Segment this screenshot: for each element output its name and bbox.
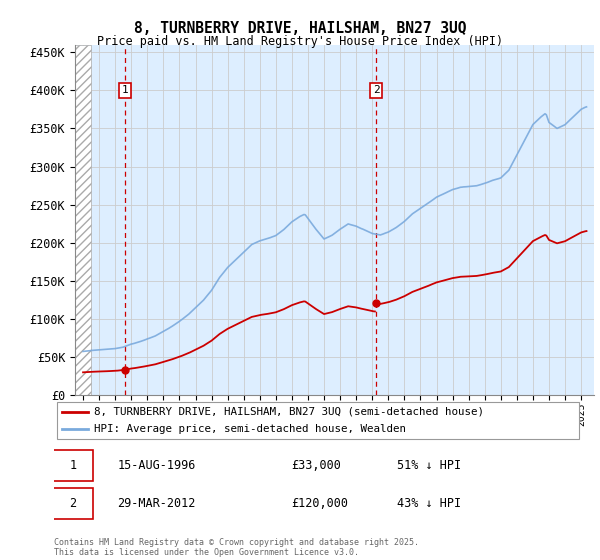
FancyBboxPatch shape — [56, 402, 580, 439]
Text: 2: 2 — [373, 86, 379, 95]
Text: 1: 1 — [122, 86, 128, 95]
Text: HPI: Average price, semi-detached house, Wealden: HPI: Average price, semi-detached house,… — [94, 424, 406, 435]
Bar — [75, 45, 91, 395]
Text: 15-AUG-1996: 15-AUG-1996 — [118, 459, 196, 473]
Text: 8, TURNBERRY DRIVE, HAILSHAM, BN27 3UQ (semi-detached house): 8, TURNBERRY DRIVE, HAILSHAM, BN27 3UQ (… — [94, 407, 484, 417]
Text: Contains HM Land Registry data © Crown copyright and database right 2025.
This d: Contains HM Land Registry data © Crown c… — [54, 538, 419, 557]
Text: 2: 2 — [69, 497, 76, 510]
Text: 43% ↓ HPI: 43% ↓ HPI — [397, 497, 461, 510]
FancyBboxPatch shape — [53, 450, 92, 481]
Text: 8, TURNBERRY DRIVE, HAILSHAM, BN27 3UQ: 8, TURNBERRY DRIVE, HAILSHAM, BN27 3UQ — [134, 21, 466, 36]
Text: Price paid vs. HM Land Registry's House Price Index (HPI): Price paid vs. HM Land Registry's House … — [97, 35, 503, 48]
Text: £120,000: £120,000 — [292, 497, 349, 510]
Text: 51% ↓ HPI: 51% ↓ HPI — [397, 459, 461, 473]
Text: 1: 1 — [69, 459, 76, 473]
Text: 29-MAR-2012: 29-MAR-2012 — [118, 497, 196, 510]
Text: £33,000: £33,000 — [292, 459, 341, 473]
FancyBboxPatch shape — [53, 488, 92, 519]
